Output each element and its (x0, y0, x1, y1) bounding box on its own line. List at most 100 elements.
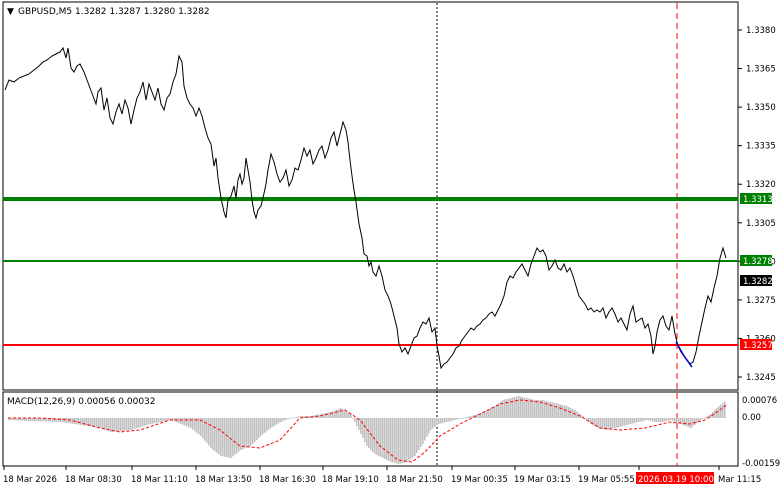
macd-bar (458, 418, 460, 419)
macd-bar (244, 418, 246, 449)
macd-bar (400, 418, 402, 464)
macd-bar (674, 418, 676, 422)
macd-bar (90, 418, 92, 427)
macd-bar (626, 418, 628, 425)
price-tick-label: 1.3305 (746, 219, 776, 229)
macd-bar (378, 418, 380, 456)
macd-bar (100, 418, 102, 428)
macd-bar (352, 418, 354, 419)
macd-bar (376, 418, 378, 455)
macd-bar (646, 418, 648, 420)
macd-bar (506, 399, 508, 418)
macd-bar (122, 418, 124, 431)
macd-bar (26, 418, 28, 421)
macd-bar (60, 418, 62, 422)
macd-bar (588, 418, 590, 422)
time-label: 18 Mar 13:50 (195, 475, 252, 485)
macd-bar (198, 418, 200, 435)
macd-bar (638, 418, 640, 422)
macd-bar (204, 418, 206, 441)
macd-bar (424, 418, 426, 441)
macd-bar (662, 418, 664, 422)
macd-bar (14, 418, 16, 421)
time-label: Mar 11:15 (718, 475, 761, 485)
macd-bar (302, 416, 304, 418)
highlighted-time-label: 2026.03.19 10:00 (638, 475, 714, 485)
macd-bar (722, 403, 724, 418)
macd-bar (350, 414, 352, 418)
macd-bar (292, 417, 294, 419)
macd-bar (598, 418, 600, 428)
macd-bar (290, 418, 292, 419)
macd-bar (300, 416, 302, 418)
time-label: 18 Mar 2026 (3, 475, 57, 485)
macd-bar (468, 416, 470, 418)
macd-panel-frame (2, 391, 739, 467)
macd-bar (196, 418, 198, 433)
level-label-box-lower-green (740, 255, 772, 266)
macd-bar (650, 418, 652, 421)
macd-bar (450, 418, 452, 421)
macd-bar (270, 418, 272, 428)
macd-bar (374, 418, 376, 454)
macd-bar (610, 418, 612, 429)
macd-bar (590, 418, 592, 424)
macd-bar (288, 418, 290, 419)
macd-bar (724, 401, 726, 418)
macd-bar (236, 418, 238, 454)
header-triangle-icon[interactable]: ▼ (7, 7, 14, 17)
macd-bar (272, 418, 274, 427)
macd-bar (704, 417, 706, 419)
macd-bar (334, 410, 336, 418)
level-lines (3, 197, 738, 346)
macd-bar (144, 418, 146, 426)
macd-bar (410, 418, 412, 459)
macd-bar (436, 418, 438, 426)
macd-bar (368, 418, 370, 448)
macd-bar (254, 418, 256, 442)
macd-bar (716, 408, 718, 418)
macd-bar (412, 418, 414, 458)
macd-bar (192, 418, 194, 430)
macd-bar (36, 418, 38, 422)
macd-bar (126, 418, 128, 431)
macd-bar (682, 418, 684, 425)
macd-bar (276, 418, 278, 425)
macd-bar (212, 418, 214, 450)
macd-bar (546, 401, 548, 418)
macd-bar (492, 407, 494, 418)
macd-bar (250, 418, 252, 446)
price-tick-label: 1.3365 (746, 65, 776, 75)
macd-bar (622, 418, 624, 426)
macd-bar (698, 418, 700, 422)
macd-bar (550, 402, 552, 418)
macd-bar (358, 418, 360, 430)
macd-bar (124, 418, 126, 431)
macd-bar (624, 418, 626, 426)
macd-bar (168, 418, 170, 421)
macd-bar (162, 418, 164, 422)
macd-bar (66, 418, 68, 423)
macd-bar (536, 400, 538, 418)
macd-bar (444, 418, 446, 423)
macd-bar (488, 409, 490, 418)
macd-bar (48, 418, 50, 422)
macd-bar (464, 417, 466, 419)
macd-bar (170, 418, 172, 420)
time-label: 19 Mar 05:55 (578, 475, 635, 485)
macd-bar (64, 418, 66, 423)
macd-bar (294, 417, 296, 418)
macd-bar (692, 418, 694, 427)
macd-bar (556, 403, 558, 418)
macd-bar (360, 418, 362, 434)
macd-bar (382, 418, 384, 458)
macd-bar (166, 418, 168, 421)
macd-bar (200, 418, 202, 436)
level-label-upper-green: 1.3313 (743, 195, 773, 205)
time-label: 19 Mar 00:35 (451, 475, 508, 485)
macd-bar (490, 408, 492, 418)
macd-bar (202, 418, 204, 439)
macd-bar (120, 418, 122, 431)
macd-bar (520, 396, 522, 418)
